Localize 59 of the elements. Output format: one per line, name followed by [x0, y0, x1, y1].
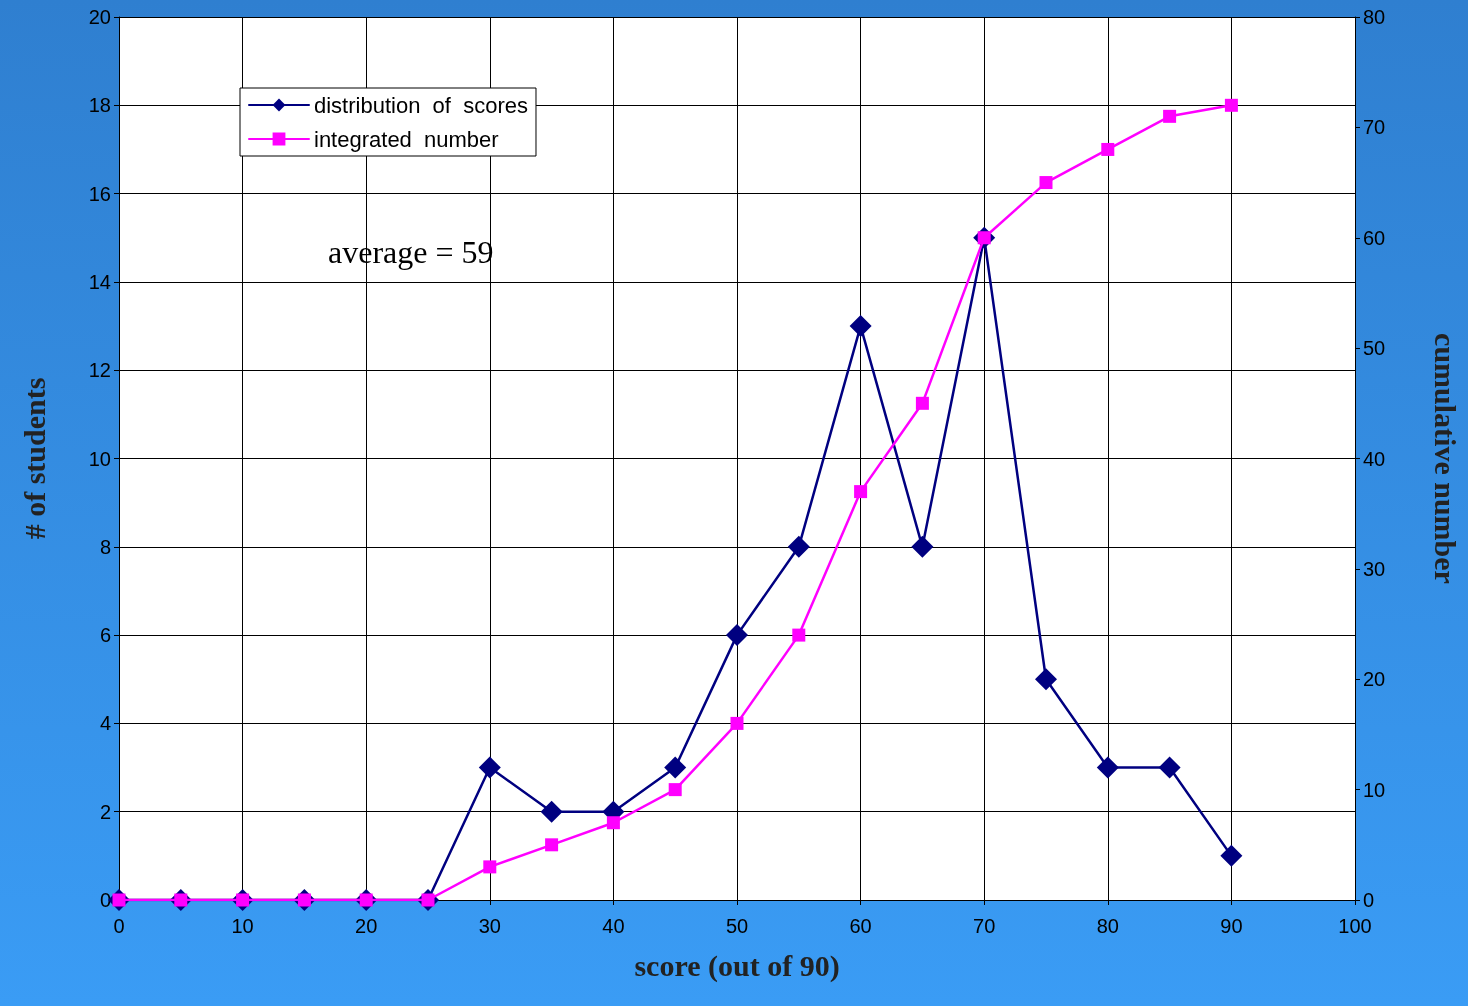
x-tick-label: 60 — [849, 915, 872, 937]
x-tick-label: 20 — [355, 915, 378, 937]
y-tick-label: 4 — [99, 712, 111, 735]
point — [1096, 756, 1119, 779]
y-tick-label: 6 — [99, 624, 111, 647]
y2-tick-label: 40 — [1363, 447, 1386, 470]
point — [911, 535, 934, 558]
point — [545, 838, 559, 852]
y2-tick-label: 80 — [1363, 6, 1386, 28]
point — [730, 716, 744, 730]
y-tick-label: 0 — [99, 889, 111, 911]
y-tick-label: 20 — [88, 6, 111, 28]
point — [792, 628, 806, 642]
point — [664, 756, 687, 779]
y-tick-label: 18 — [88, 94, 111, 117]
y2-tick-label: 50 — [1363, 337, 1386, 360]
y2-tick-label: 0 — [1363, 889, 1375, 911]
y-tick-label: 12 — [88, 359, 111, 382]
y2-axis-title: cumulative number — [1428, 333, 1462, 584]
point — [668, 783, 682, 797]
point — [1163, 109, 1177, 123]
point — [1039, 176, 1053, 190]
point — [915, 396, 929, 410]
point — [1101, 142, 1115, 156]
legend-label: integrated number — [314, 126, 499, 152]
point — [1035, 668, 1057, 691]
point — [1224, 98, 1238, 112]
y-tick-label: 16 — [88, 182, 111, 205]
point — [787, 535, 810, 558]
x-tick-label: 90 — [1220, 915, 1243, 937]
point — [540, 800, 563, 823]
y-tick-label: 8 — [99, 535, 111, 558]
y2-tick-label: 10 — [1363, 778, 1386, 801]
point — [849, 315, 872, 338]
point — [854, 485, 868, 499]
x-tick-label: 80 — [1096, 915, 1119, 937]
x-axis-title: score (out of 90) — [634, 948, 840, 983]
y2-tick-label: 30 — [1363, 557, 1386, 580]
y-tick-label: 14 — [88, 270, 111, 293]
y-axis-title: # of students — [17, 377, 51, 540]
x-tick-label: 40 — [602, 915, 625, 937]
x-tick-label: 30 — [478, 915, 501, 937]
legend-label: distribution of scores — [314, 92, 528, 118]
point — [483, 860, 497, 874]
point — [478, 756, 501, 779]
y2-tick-label: 60 — [1363, 226, 1386, 249]
x-tick-label: 100 — [1338, 915, 1372, 937]
point — [1220, 844, 1243, 867]
x-tick-label: 10 — [231, 915, 254, 937]
point — [606, 816, 620, 830]
x-tick-label: 50 — [725, 915, 749, 937]
y2-tick-label: 70 — [1363, 116, 1386, 139]
y-tick-label: 10 — [88, 447, 111, 470]
point — [1158, 756, 1181, 779]
y-tick-label: 2 — [99, 800, 111, 823]
y2-tick-label: 20 — [1363, 668, 1386, 691]
point — [726, 624, 748, 647]
x-tick-label: 0 — [113, 915, 125, 937]
x-tick-label: 70 — [973, 915, 996, 937]
